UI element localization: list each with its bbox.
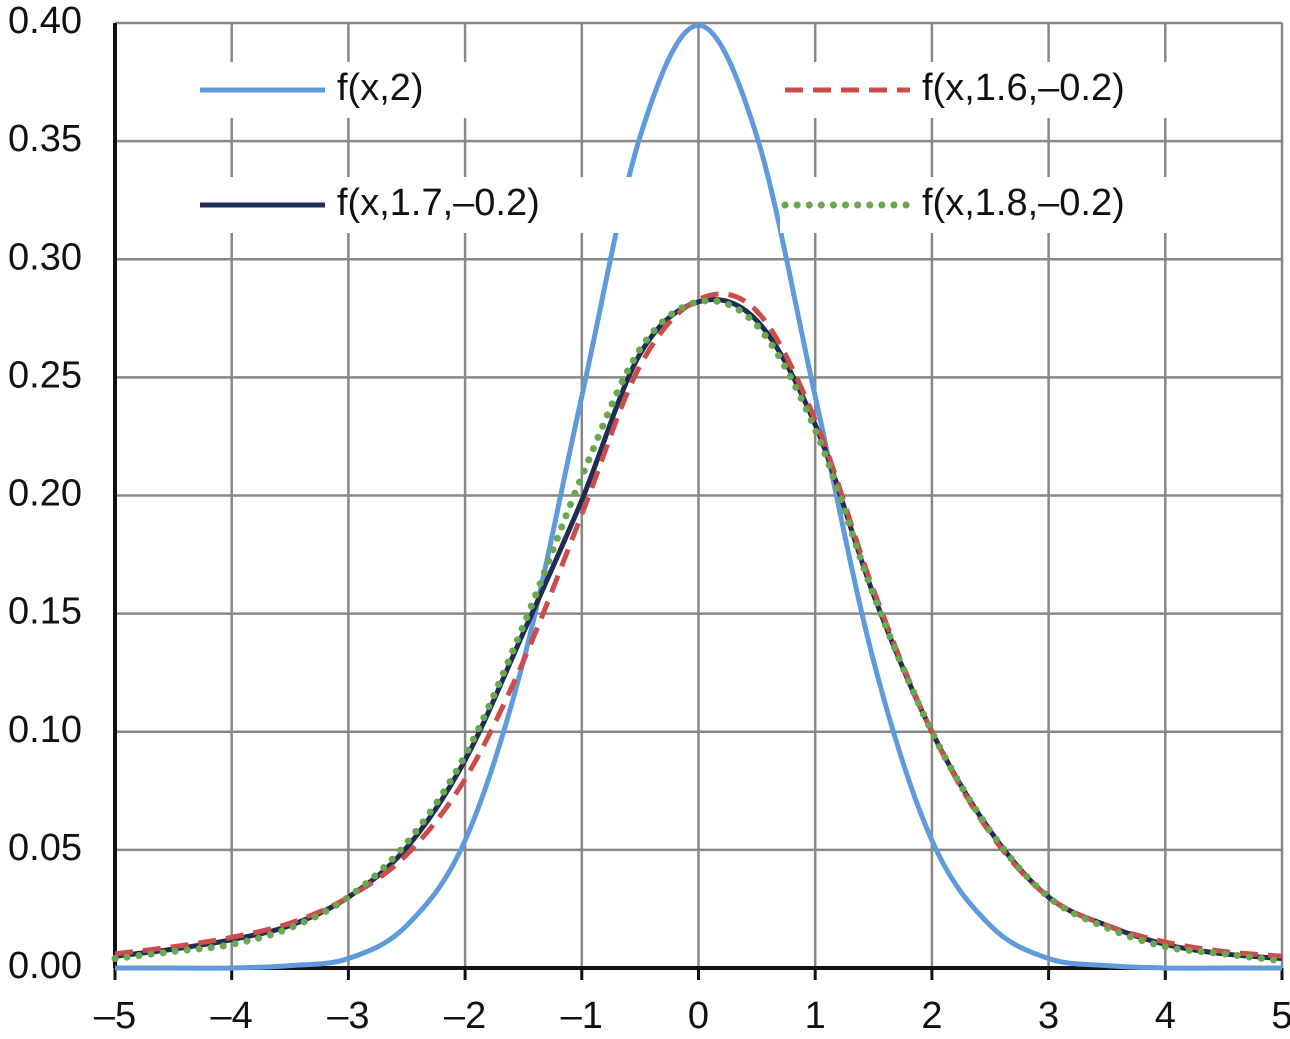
legend-label: f(x,2) [337, 67, 424, 109]
x-tick-label: 5 [1271, 995, 1290, 1037]
x-tick-label: –2 [444, 995, 486, 1037]
data-line [111, 297, 1286, 965]
y-tick-label: 0.35 [8, 118, 82, 160]
x-tick-label: –4 [211, 995, 253, 1037]
y-tick-label: 0.20 [8, 473, 82, 515]
y-tick-label: 0.15 [8, 591, 82, 633]
y-tick-label: 0.00 [8, 945, 82, 987]
y-tick-label: 0.40 [8, 0, 82, 42]
x-tick-label: –1 [561, 995, 603, 1037]
x-tick-label: –5 [94, 995, 136, 1037]
legend-label: f(x,1.7,–0.2) [337, 182, 540, 224]
x-tick-label: 1 [805, 995, 826, 1037]
legend-label: f(x,1.8,–0.2) [922, 182, 1125, 224]
x-tick-label: 2 [921, 995, 942, 1037]
y-tick-label: 0.30 [8, 236, 82, 278]
legend-bg [780, 177, 1216, 233]
x-tick-label: 0 [688, 995, 709, 1037]
x-tick-label: 4 [1155, 995, 1176, 1037]
y-tick-label: 0.10 [8, 709, 82, 751]
legend-label: f(x,1.6,–0.2) [922, 67, 1125, 109]
data-line [114, 22, 1282, 971]
x-tick-label: 3 [1038, 995, 1059, 1037]
y-tick-label: 0.05 [8, 827, 82, 869]
x-tick-label: –3 [327, 995, 369, 1037]
y-tick-label: 0.25 [8, 354, 82, 396]
